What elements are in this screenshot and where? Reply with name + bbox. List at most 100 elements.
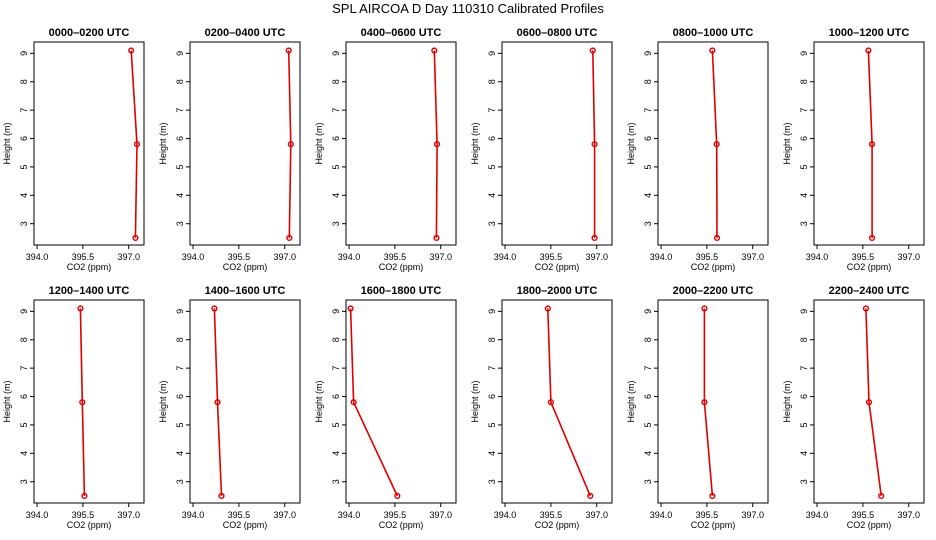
y-tick-label: 7	[643, 108, 653, 113]
data-point	[285, 47, 292, 54]
y-tick-label: 8	[331, 79, 341, 84]
x-tick-label: 397.0	[741, 510, 764, 520]
y-tick-label: 6	[799, 136, 809, 141]
data-point	[77, 305, 84, 312]
x-tick-label: 395.5	[384, 510, 407, 520]
x-tick-label: 395.5	[72, 510, 95, 520]
y-tick-label: 8	[487, 337, 497, 342]
data-point	[433, 141, 441, 148]
y-tick-label: 4	[331, 451, 341, 456]
x-axis-label: CO2 (ppm)	[67, 262, 112, 272]
data-point	[868, 234, 876, 242]
data-point	[878, 492, 885, 500]
plot-frame	[189, 299, 301, 504]
x-tick-label: 395.5	[72, 252, 95, 262]
data-point	[591, 141, 598, 148]
chart-panel: 0400–0600 UTC 394.0 395.5 397.0 3 4 5 6 7 8 9 CO2 (…	[314, 27, 457, 272]
panel-title: 0200–0400 UTC	[205, 27, 286, 39]
panel-title: 1000–1200 UTC	[829, 27, 910, 39]
chart-panel: 2000–2200 UTC 394.0 395.5 397.0 3 4 5 6 7 8 9 CO2 (…	[626, 285, 769, 530]
x-tick-label: 397.0	[429, 252, 452, 262]
data-point	[286, 234, 293, 242]
y-tick-label: 8	[799, 79, 809, 84]
y-tick-label: 7	[331, 108, 341, 113]
plot-frame	[345, 299, 457, 504]
panel-title: 0000–0200 UTC	[49, 27, 130, 39]
y-tick-label: 6	[19, 136, 29, 141]
y-tick-label: 6	[643, 394, 653, 399]
data-point	[591, 234, 598, 242]
panel-title: 0400–0600 UTC	[361, 27, 442, 39]
data-point	[587, 492, 594, 500]
data-point	[394, 492, 401, 500]
y-tick-label: 8	[643, 337, 653, 342]
y-tick-label: 7	[331, 366, 341, 371]
chart-panel: 1000–1200 UTC 394.0 395.5 397.0 3 4 5 6 7 8 9 CO2 (…	[782, 27, 925, 272]
chart-panel: 1200–1400 UTC 394.0 395.5 397.0 3 4 5 6 7 8 9 CO2 (…	[2, 285, 145, 530]
y-tick-label: 7	[487, 366, 497, 371]
y-axis-label: Height (m)	[158, 380, 168, 422]
x-tick-label: 397.0	[585, 510, 608, 520]
chart-panel: 0800–1000 UTC 394.0 395.5 397.0 3 4 5 6 7 8 9 CO2 (…	[626, 27, 769, 272]
x-tick-label: 395.5	[540, 252, 563, 262]
x-tick-label: 394.0	[494, 252, 517, 262]
x-tick-label: 394.0	[338, 252, 361, 262]
y-tick-label: 4	[175, 193, 185, 198]
y-tick-label: 4	[799, 451, 809, 456]
data-point	[701, 399, 708, 406]
y-tick-label: 3	[175, 479, 185, 484]
x-tick-label: 395.5	[384, 252, 407, 262]
x-tick-label: 394.0	[182, 510, 205, 520]
panel-title: 1800–2000 UTC	[517, 285, 598, 297]
data-point	[133, 141, 141, 148]
profile-line	[547, 308, 592, 497]
y-tick-label: 8	[175, 79, 185, 84]
y-tick-label: 5	[175, 422, 185, 427]
x-tick-label: 395.5	[852, 510, 875, 520]
plot-frame	[813, 41, 925, 246]
x-tick-label: 397.0	[741, 252, 764, 262]
y-tick-label: 9	[331, 309, 341, 314]
y-tick-label: 6	[331, 136, 341, 141]
data-point	[547, 399, 554, 406]
data-point	[350, 399, 357, 406]
plot-frame	[813, 299, 925, 504]
y-tick-label: 5	[643, 422, 653, 427]
panel-title: 1400–1600 UTC	[205, 285, 286, 297]
data-point	[433, 234, 440, 242]
x-tick-label: 394.0	[182, 252, 205, 262]
data-point	[709, 492, 716, 500]
y-tick-label: 7	[19, 366, 29, 371]
x-tick-label: 397.0	[585, 252, 608, 262]
panel-title: 1600–1800 UTC	[361, 285, 442, 297]
x-tick-label: 394.0	[26, 252, 49, 262]
data-point	[544, 305, 551, 312]
y-tick-label: 5	[331, 422, 341, 427]
plot-frame	[657, 299, 769, 504]
y-tick-label: 6	[799, 394, 809, 399]
y-tick-label: 5	[331, 164, 341, 169]
y-tick-label: 4	[19, 451, 29, 456]
x-axis-label: CO2 (ppm)	[535, 520, 580, 530]
x-tick-label: 395.5	[540, 510, 563, 520]
y-axis-label: Height (m)	[782, 122, 792, 164]
profile-line	[867, 50, 873, 238]
y-tick-label: 9	[643, 309, 653, 314]
y-tick-label: 8	[175, 337, 185, 342]
y-tick-label: 8	[331, 337, 341, 342]
x-tick-label: 397.0	[273, 252, 296, 262]
chart-panel: 0200–0400 UTC 394.0 395.5 397.0 3 4 5 6 7 8 9 CO2 (…	[158, 27, 301, 272]
data-point	[865, 399, 873, 406]
profile-line	[433, 50, 438, 238]
y-tick-label: 9	[487, 309, 497, 314]
data-point	[713, 141, 720, 148]
y-tick-label: 6	[331, 394, 341, 399]
y-axis-label: Height (m)	[314, 380, 324, 422]
x-tick-label: 394.0	[806, 510, 829, 520]
y-tick-label: 6	[175, 394, 185, 399]
x-tick-label: 394.0	[650, 252, 673, 262]
y-tick-label: 7	[643, 366, 653, 371]
y-tick-label: 7	[175, 366, 185, 371]
y-tick-label: 8	[19, 337, 29, 342]
profile-line	[287, 50, 292, 238]
